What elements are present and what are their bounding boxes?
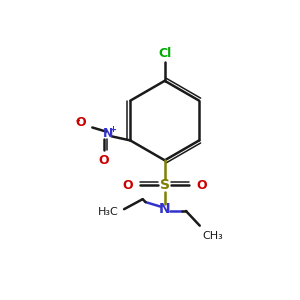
Text: O: O bbox=[98, 154, 109, 167]
Text: CH₃: CH₃ bbox=[203, 231, 224, 241]
Text: H₃C: H₃C bbox=[98, 207, 119, 217]
Text: +: + bbox=[109, 125, 116, 134]
Text: O: O bbox=[123, 179, 133, 192]
Text: O: O bbox=[75, 116, 86, 129]
Text: N: N bbox=[102, 127, 113, 140]
Text: S: S bbox=[160, 178, 170, 192]
Text: Cl: Cl bbox=[158, 46, 171, 60]
Text: -: - bbox=[75, 116, 80, 126]
Text: N: N bbox=[159, 202, 170, 217]
Text: O: O bbox=[196, 179, 207, 192]
